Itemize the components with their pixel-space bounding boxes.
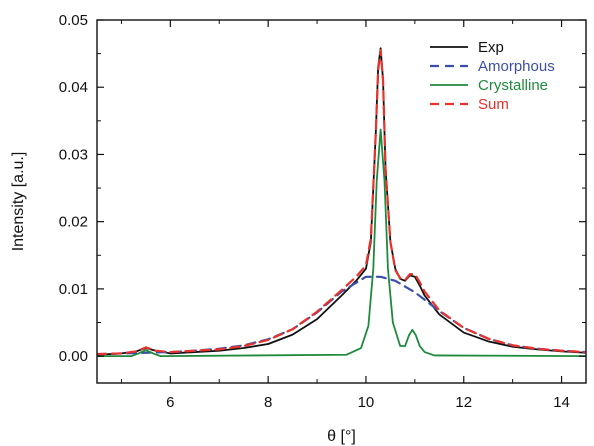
y-tick-label: 0.01: [59, 281, 88, 298]
legend-label-crystalline: Crystalline: [478, 77, 548, 94]
ticks-layer: 6 8 10 12 14 0.00 0.01 0.02 0.03 0.04 0.05: [59, 12, 586, 411]
series-line-amorphous: [97, 275, 586, 356]
legend-label-exp: Exp: [478, 39, 504, 56]
y-tick-label: 0.04: [59, 79, 88, 96]
y-tick-label: 0.03: [59, 146, 88, 163]
series-line-sum: [97, 49, 586, 356]
y-axis-label: Intensity [a.u.]: [10, 152, 27, 252]
x-tick-label: 6: [166, 394, 174, 411]
x-tick-label: 12: [455, 394, 472, 411]
x-tick-label: 8: [264, 394, 272, 411]
y-tick-label: 0.00: [59, 348, 88, 365]
plot-frame: [96, 19, 587, 384]
y-tick-label: 0.05: [59, 12, 88, 29]
legend-label-sum: Sum: [478, 96, 509, 113]
x-tick-label: 10: [358, 394, 375, 411]
y-tick-label: 0.02: [59, 214, 88, 231]
x-axis-label: θ [°]: [327, 428, 356, 445]
series-line-crystalline: [97, 128, 586, 358]
x-tick-label: 14: [553, 394, 570, 411]
legend-label-amorphous: Amorphous: [478, 58, 555, 75]
legend: Exp Amorphous Crystalline Sum: [430, 39, 555, 113]
series-layer: [97, 47, 586, 358]
series-line-exp: [97, 47, 586, 356]
